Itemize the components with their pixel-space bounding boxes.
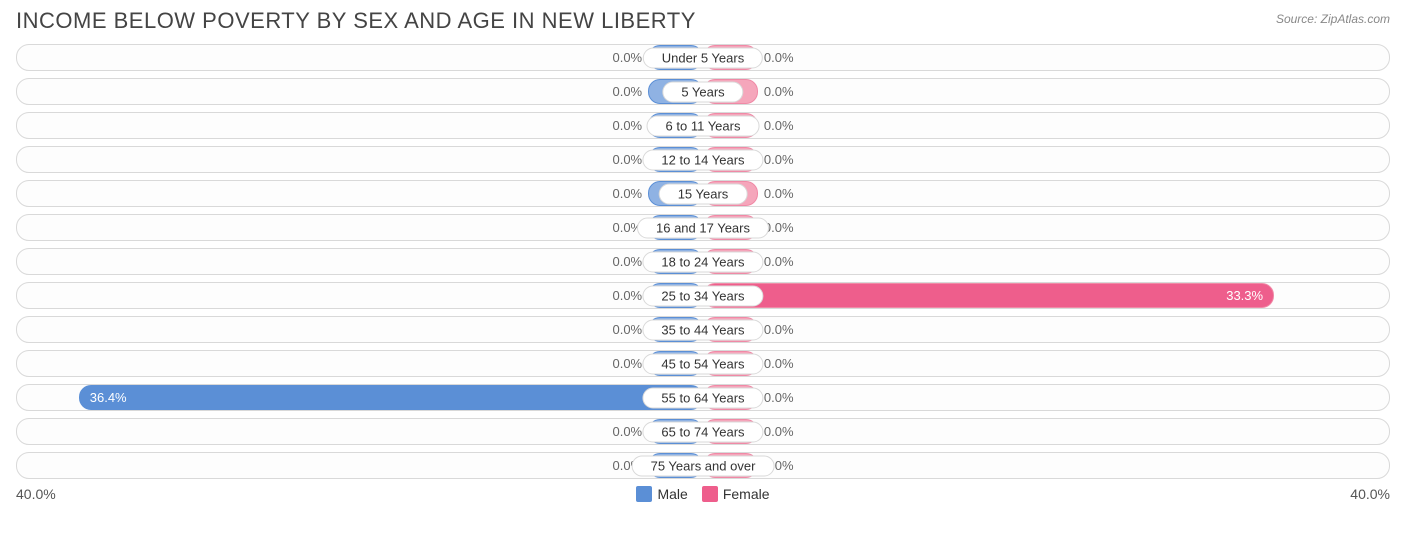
category-label: 5 Years: [662, 81, 743, 102]
bar-female: 33.3%: [703, 283, 1274, 308]
bar-male: 36.4%: [79, 385, 703, 410]
bar-value-male: 0.0%: [612, 84, 642, 99]
category-label: 55 to 64 Years: [642, 387, 763, 408]
bar-value-female: 0.0%: [764, 152, 794, 167]
category-label: 6 to 11 Years: [647, 115, 760, 136]
bar-value-male: 0.0%: [612, 118, 642, 133]
chart-row: 0.0% 0.0%45 to 54 Years: [16, 350, 1390, 377]
legend-swatch-male: [636, 486, 652, 502]
chart-legend: Male Female: [636, 486, 769, 502]
bar-value-female: 0.0%: [764, 356, 794, 371]
category-label: 12 to 14 Years: [642, 149, 763, 170]
category-label: 65 to 74 Years: [642, 421, 763, 442]
bar-value-male: 0.0%: [612, 152, 642, 167]
source-attribution: Source: ZipAtlas.com: [1276, 8, 1390, 26]
bar-value-female: 0.0%: [764, 84, 794, 99]
legend-label-male: Male: [657, 486, 687, 502]
bar-value-female: 0.0%: [764, 186, 794, 201]
category-label: 25 to 34 Years: [642, 285, 763, 306]
bar-value-male: 0.0%: [612, 288, 642, 303]
category-label: 35 to 44 Years: [642, 319, 763, 340]
chart-row: 0.0% 0.0%12 to 14 Years: [16, 146, 1390, 173]
category-label: Under 5 Years: [643, 47, 763, 68]
axis-max-left: 40.0%: [16, 486, 56, 502]
chart-row: 0.0%0.0%75 Years and over: [16, 452, 1390, 479]
axis-max-right: 40.0%: [1350, 486, 1390, 502]
bar-value-male: 36.4%: [90, 390, 127, 405]
bar-value-female: 0.0%: [764, 390, 794, 405]
category-label: 45 to 54 Years: [642, 353, 763, 374]
bar-value-female: 0.0%: [764, 254, 794, 269]
category-label: 16 and 17 Years: [637, 217, 769, 238]
chart-row: 0.0% 0.0%65 to 74 Years: [16, 418, 1390, 445]
legend-swatch-female: [702, 486, 718, 502]
legend-item-male: Male: [636, 486, 687, 502]
bar-value-female: 0.0%: [764, 424, 794, 439]
bar-value-female: 0.0%: [764, 50, 794, 65]
chart-row: 36.4% 0.0%55 to 64 Years: [16, 384, 1390, 411]
category-label: 75 Years and over: [632, 455, 775, 476]
bar-value-male: 0.0%: [612, 356, 642, 371]
chart-row: 0.0% 33.3% 25 to 34 Years: [16, 282, 1390, 309]
bar-value-male: 0.0%: [612, 322, 642, 337]
bar-value-male: 0.0%: [612, 50, 642, 65]
bar-value-female: 33.3%: [1226, 288, 1263, 303]
bar-value-female: 0.0%: [764, 118, 794, 133]
chart-row: 0.0% 0.0% 5 Years: [16, 78, 1390, 105]
bar-value-female: 0.0%: [764, 322, 794, 337]
diverging-bar-chart: 0.0%0.0%Under 5 Years0.0%0.0%5 Years0.0%…: [16, 44, 1390, 479]
legend-label-female: Female: [723, 486, 770, 502]
bar-value-male: 0.0%: [612, 186, 642, 201]
chart-row: 0.0%0.0%16 and 17 Years: [16, 214, 1390, 241]
chart-row: 0.0% 0.0%35 to 44 Years: [16, 316, 1390, 343]
chart-row: 0.0% 0.0%Under 5 Years: [16, 44, 1390, 71]
bar-value-male: 0.0%: [612, 424, 642, 439]
chart-row: 0.0% 0.0% 15 Years: [16, 180, 1390, 207]
chart-row: 0.0% 0.0%18 to 24 Years: [16, 248, 1390, 275]
category-label: 15 Years: [659, 183, 748, 204]
legend-item-female: Female: [702, 486, 770, 502]
bar-value-male: 0.0%: [612, 254, 642, 269]
chart-row: 0.0% 0.0% 6 to 11 Years: [16, 112, 1390, 139]
chart-title: INCOME BELOW POVERTY BY SEX AND AGE IN N…: [16, 8, 696, 34]
category-label: 18 to 24 Years: [642, 251, 763, 272]
